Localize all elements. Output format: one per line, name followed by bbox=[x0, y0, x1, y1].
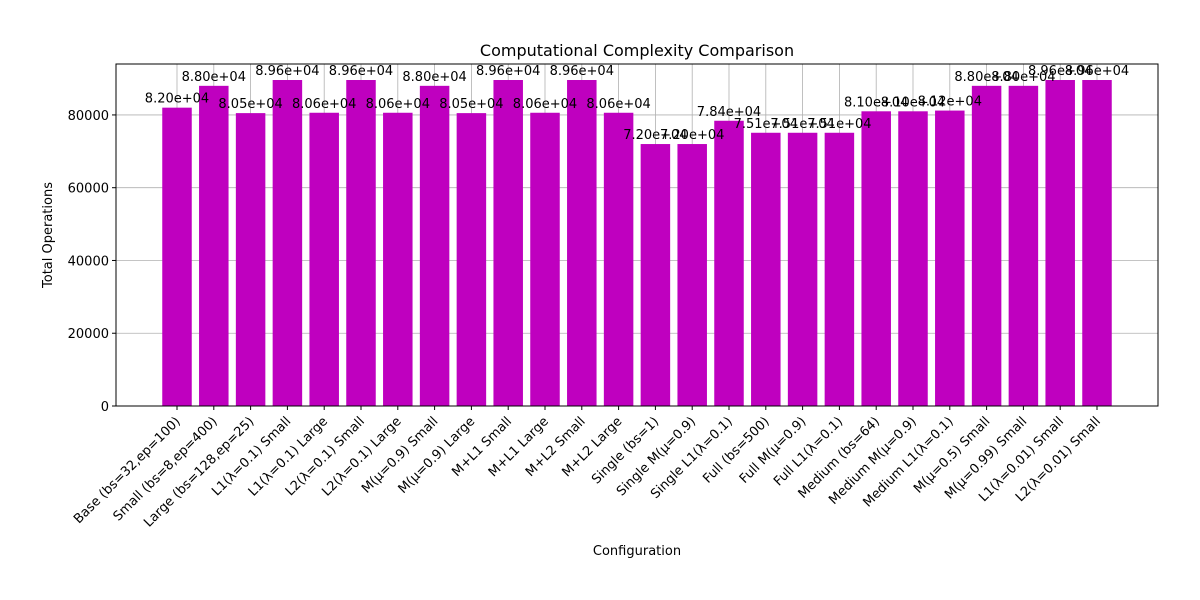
bar bbox=[787, 132, 818, 406]
grid-layer bbox=[116, 64, 1158, 407]
bar-data-label: 7.51e+04 bbox=[770, 117, 834, 132]
y-axis-label: Total Operations bbox=[41, 182, 56, 289]
bar bbox=[199, 85, 229, 407]
bar bbox=[603, 112, 634, 407]
bar-data-label: 8.10e+04 bbox=[844, 95, 908, 110]
bar bbox=[751, 132, 781, 406]
bar bbox=[309, 112, 339, 407]
y-tick-label: 0 bbox=[101, 400, 109, 415]
bar bbox=[235, 113, 266, 407]
bar bbox=[383, 112, 413, 407]
bar-data-label: 7.51e+04 bbox=[734, 117, 798, 132]
bar-data-label: 8.20e+04 bbox=[145, 92, 209, 107]
bar-data-label: 7.20e+04 bbox=[660, 128, 724, 143]
bar-data-label: 8.06e+04 bbox=[366, 97, 430, 112]
bar-data-label: 8.05e+04 bbox=[439, 97, 503, 112]
bar bbox=[1045, 80, 1075, 406]
bar bbox=[971, 85, 1002, 407]
bar bbox=[419, 85, 450, 407]
y-tick-label: 60000 bbox=[68, 182, 109, 197]
bar-data-label: 7.84e+04 bbox=[697, 105, 761, 120]
axes-layer bbox=[115, 63, 1159, 407]
bar bbox=[935, 110, 965, 406]
bar-data-label: 8.12e+04 bbox=[918, 95, 982, 110]
bar-data-label: 8.06e+04 bbox=[513, 97, 577, 112]
y-tick-label: 40000 bbox=[68, 254, 109, 269]
bar-data-label: 8.96e+04 bbox=[1065, 64, 1129, 79]
bar-data-label: 8.10e+04 bbox=[881, 95, 945, 110]
bar-data-label: 8.05e+04 bbox=[218, 97, 282, 112]
bar bbox=[272, 80, 303, 406]
bar bbox=[456, 113, 487, 407]
bar-data-label: 7.20e+04 bbox=[623, 128, 687, 143]
bar bbox=[677, 144, 707, 407]
bar bbox=[567, 80, 597, 406]
x-axis-label: Configuration bbox=[593, 544, 681, 559]
bar bbox=[861, 111, 891, 406]
bar-data-label: 7.51e+04 bbox=[807, 117, 871, 132]
bar bbox=[1008, 85, 1039, 407]
bars-layer bbox=[162, 80, 1112, 407]
bar bbox=[1082, 80, 1112, 406]
bar-data-label: 8.80e+04 bbox=[954, 70, 1018, 85]
bar-data-label: 8.06e+04 bbox=[292, 97, 356, 112]
bar bbox=[346, 80, 376, 406]
bar bbox=[162, 107, 192, 406]
bar bbox=[640, 144, 671, 407]
bar-data-label: 8.96e+04 bbox=[329, 64, 393, 79]
plot-frame bbox=[115, 63, 1159, 407]
bar bbox=[824, 132, 855, 406]
bar-data-label: 8.06e+04 bbox=[586, 97, 650, 112]
bar bbox=[530, 112, 560, 407]
bar bbox=[714, 120, 744, 406]
bar-data-label: 8.80e+04 bbox=[991, 70, 1055, 85]
bar bbox=[898, 111, 928, 406]
bar bbox=[493, 80, 523, 406]
bar-data-label: 8.80e+04 bbox=[182, 70, 246, 85]
bar-data-label: 8.80e+04 bbox=[402, 70, 466, 85]
bar-data-label: 8.96e+04 bbox=[476, 64, 540, 79]
y-tick-label: 80000 bbox=[68, 109, 109, 124]
bar-data-label: 8.96e+04 bbox=[255, 64, 319, 79]
bar-data-label: 8.96e+04 bbox=[550, 64, 614, 79]
chart-title: Computational Complexity Comparison bbox=[480, 41, 794, 60]
bar-data-label: 8.96e+04 bbox=[1028, 64, 1092, 79]
y-tick-label: 20000 bbox=[68, 327, 109, 342]
data-labels-layer: 8.20e+04 8.80e+04 8.05e+04 8.96e+04 8.06e+04… bbox=[145, 64, 1129, 143]
